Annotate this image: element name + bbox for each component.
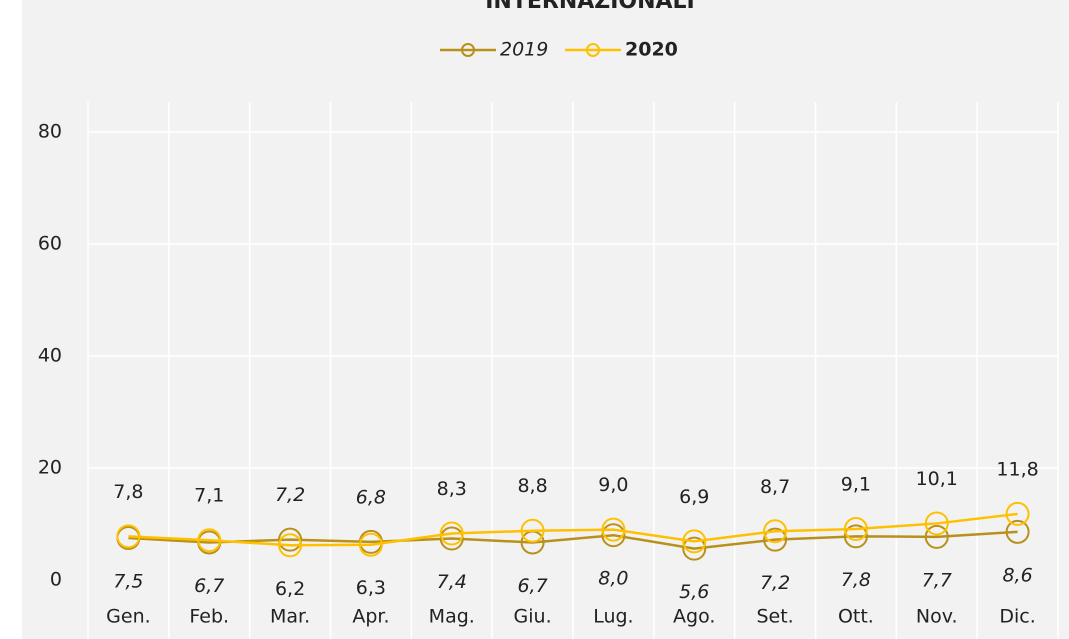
data-label: 6,2 <box>275 578 305 600</box>
x-tick-label: Nov. <box>916 606 958 628</box>
series-line <box>128 512 1018 547</box>
data-label: 6,8 <box>356 486 386 508</box>
point-marker <box>682 536 707 561</box>
point-marker <box>1005 519 1030 544</box>
legend-label: 2020 <box>625 39 678 61</box>
x-tick-label: Lug. <box>593 606 633 628</box>
legend-marker <box>586 43 600 57</box>
data-label: 8,6 <box>1002 564 1032 586</box>
x-tick-label: Set. <box>756 606 793 628</box>
chart-background <box>22 0 1069 639</box>
point-marker <box>601 517 626 542</box>
point-marker <box>763 519 788 544</box>
y-tick-label: 80 <box>38 121 62 143</box>
x-tick-label: Mar. <box>270 606 310 628</box>
data-label: 7,2 <box>275 484 305 506</box>
point-marker <box>358 532 383 557</box>
x-tick-label: Ago. <box>673 606 715 628</box>
data-label: 8,7 <box>760 476 790 498</box>
x-tick-label: Feb. <box>189 606 229 628</box>
data-label: 7,8 <box>841 569 871 591</box>
point-marker <box>197 528 222 553</box>
point-marker <box>278 527 303 552</box>
data-label: 8,8 <box>517 475 547 497</box>
y-tick-label: 20 <box>38 457 62 479</box>
x-tick-label: Ott. <box>838 606 874 628</box>
point-marker <box>843 524 868 549</box>
x-tick-label: Mag. <box>429 606 475 628</box>
data-label: 9,0 <box>598 474 628 496</box>
y-tick-label: 0 <box>50 569 62 591</box>
point-marker <box>682 529 707 554</box>
data-label: 9,1 <box>841 474 871 496</box>
x-tick-label: Apr. <box>352 606 389 628</box>
data-label: 6,3 <box>356 577 386 599</box>
x-tick-label: Dic. <box>999 606 1035 628</box>
point-marker <box>924 511 949 536</box>
point-marker <box>278 533 303 558</box>
y-tick-label: 60 <box>38 233 62 255</box>
data-label: 7,1 <box>194 485 224 507</box>
data-label: 6,7 <box>194 575 224 597</box>
series-line <box>128 530 1018 550</box>
data-label: 7,8 <box>113 481 143 503</box>
legend-label: 2019 <box>500 39 548 61</box>
data-label: 11,8 <box>996 458 1038 480</box>
x-tick-label: Giu. <box>514 606 552 628</box>
data-label: 7,5 <box>113 571 143 593</box>
point-marker <box>601 523 626 548</box>
point-marker <box>520 518 545 543</box>
data-label: 7,7 <box>922 569 952 591</box>
point-marker <box>843 517 868 542</box>
point-marker <box>763 527 788 552</box>
point-marker <box>439 526 464 551</box>
data-label: 7,4 <box>437 571 467 593</box>
x-tick-label: Gen. <box>106 606 151 628</box>
data-label: 7,2 <box>760 572 790 594</box>
point-marker <box>439 521 464 546</box>
data-label: 5,6 <box>679 581 709 603</box>
point-marker <box>116 524 141 549</box>
chart-title: INTERNAZIONALI <box>485 0 695 14</box>
data-label: 6,9 <box>679 486 709 508</box>
y-tick-label: 40 <box>38 345 62 367</box>
data-label: 6,7 <box>517 575 547 597</box>
legend-marker <box>461 43 475 57</box>
data-label: 8,0 <box>598 568 628 590</box>
data-label: 8,3 <box>437 478 467 500</box>
point-marker <box>924 524 949 549</box>
data-label: 10,1 <box>916 468 958 490</box>
point-marker <box>1005 501 1030 526</box>
